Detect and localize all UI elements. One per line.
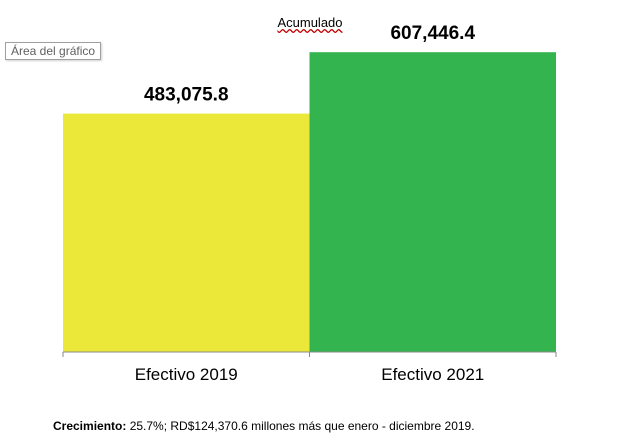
data-label-2: 607,446.4 bbox=[390, 23, 475, 44]
category-label-2: Efectivo 2021 bbox=[381, 365, 484, 384]
growth-text: 25.7%; RD$124,370.6 millones más que ene… bbox=[126, 419, 475, 433]
chart-area-tooltip: Área del gráfico bbox=[5, 42, 102, 60]
bar-1[interactable] bbox=[63, 113, 310, 352]
growth-note: Crecimiento: 25.7%; RD$124,370.6 millone… bbox=[53, 419, 475, 433]
growth-label: Crecimiento: bbox=[53, 419, 127, 433]
bar-2[interactable] bbox=[309, 52, 557, 353]
data-label-1: 483,075.8 bbox=[144, 85, 229, 106]
category-label-1: Efectivo 2019 bbox=[135, 365, 238, 384]
chart-title: Acumulado bbox=[277, 15, 343, 30]
